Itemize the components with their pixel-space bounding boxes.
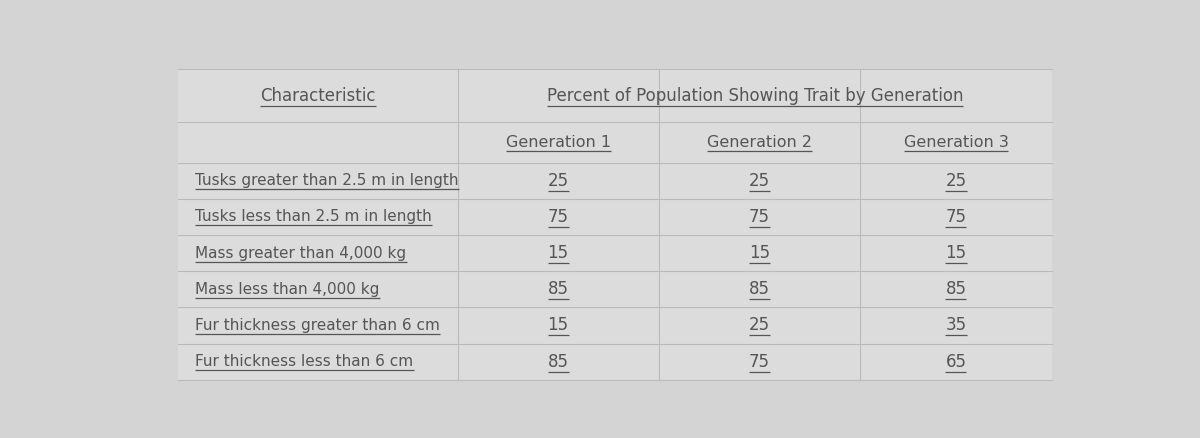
- Text: Fur thickness greater than 6 cm: Fur thickness greater than 6 cm: [196, 318, 440, 333]
- Text: Generation 2: Generation 2: [707, 135, 811, 150]
- Text: Mass greater than 4,000 kg: Mass greater than 4,000 kg: [196, 246, 407, 261]
- Text: 25: 25: [749, 316, 770, 334]
- Text: Tusks greater than 2.5 m in length: Tusks greater than 2.5 m in length: [196, 173, 458, 188]
- Text: 25: 25: [946, 172, 966, 190]
- Text: 25: 25: [547, 172, 569, 190]
- Text: 85: 85: [547, 280, 569, 298]
- Text: 25: 25: [749, 172, 770, 190]
- Text: 15: 15: [547, 244, 569, 262]
- Text: 75: 75: [946, 208, 966, 226]
- Text: Mass less than 4,000 kg: Mass less than 4,000 kg: [196, 282, 379, 297]
- Text: 15: 15: [749, 244, 770, 262]
- Text: 85: 85: [946, 280, 966, 298]
- Text: 15: 15: [547, 316, 569, 334]
- Text: 65: 65: [946, 353, 966, 371]
- Text: 85: 85: [547, 353, 569, 371]
- Text: Percent of Population Showing Trait by Generation: Percent of Population Showing Trait by G…: [547, 87, 964, 105]
- Text: Generation 3: Generation 3: [904, 135, 1008, 150]
- Text: Characteristic: Characteristic: [260, 87, 376, 105]
- Text: Fur thickness less than 6 cm: Fur thickness less than 6 cm: [196, 354, 414, 369]
- Text: 85: 85: [749, 280, 769, 298]
- Text: Generation 1: Generation 1: [505, 135, 611, 150]
- Text: Tusks less than 2.5 m in length: Tusks less than 2.5 m in length: [196, 209, 432, 224]
- Text: 75: 75: [749, 353, 769, 371]
- Text: 75: 75: [749, 208, 769, 226]
- Text: 75: 75: [547, 208, 569, 226]
- Text: 15: 15: [946, 244, 966, 262]
- Text: 35: 35: [946, 316, 966, 334]
